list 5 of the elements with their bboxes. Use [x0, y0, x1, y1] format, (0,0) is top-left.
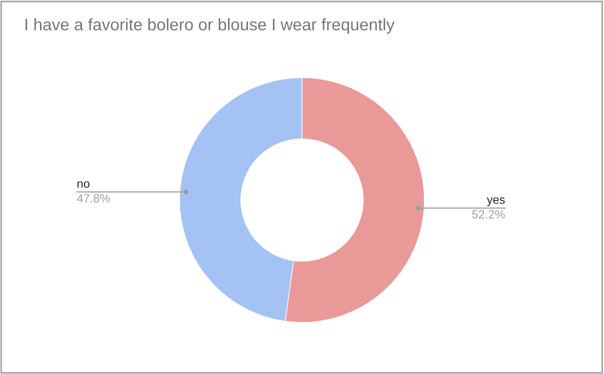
data-label: 47.8% [77, 194, 110, 202]
slice-label: no [78, 181, 90, 188]
chart-title: I have a favorite bolero or blouse I wear frequently [26, 18, 395, 34]
data-label: 52.2% [472, 210, 505, 219]
slice-label: yes [486, 197, 505, 206]
